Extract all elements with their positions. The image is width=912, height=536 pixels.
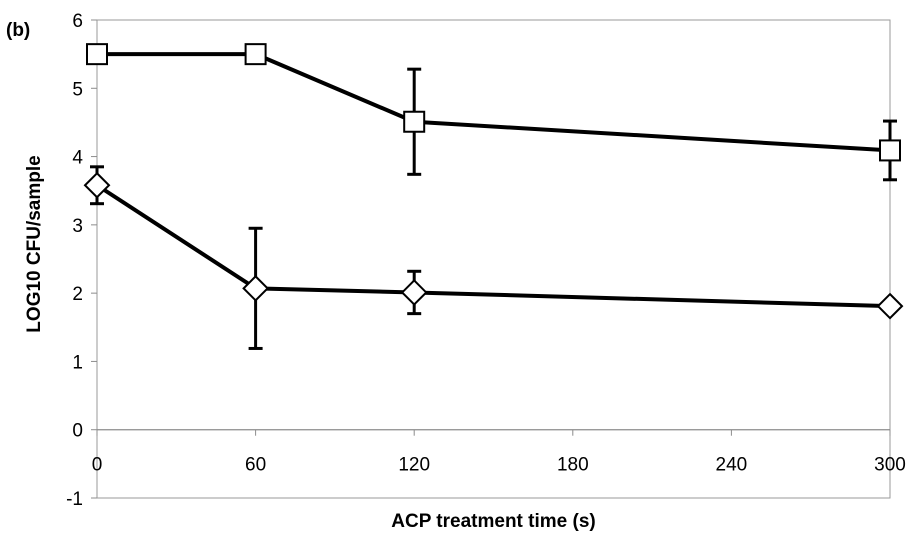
y-tick-label: -1 bbox=[66, 489, 83, 510]
data-point-diamond bbox=[242, 274, 270, 302]
panel-label: (b) bbox=[6, 20, 31, 41]
x-tick-label: 120 bbox=[398, 455, 430, 476]
x-tick-label: 180 bbox=[557, 455, 589, 476]
data-point-diamond bbox=[83, 171, 111, 199]
series-line bbox=[95, 183, 891, 309]
y-tick-label: 2 bbox=[72, 284, 83, 305]
x-tick-label: 240 bbox=[716, 455, 748, 476]
data-point-square bbox=[879, 139, 901, 162]
axis-labels: ACP treatment time (s) LOG10 CFU/sample bbox=[24, 155, 596, 532]
y-tick-label: 1 bbox=[72, 352, 83, 373]
data-point-square bbox=[244, 43, 267, 66]
plot-frame bbox=[96, 19, 891, 499]
data-point-diamond bbox=[400, 279, 428, 306]
y-tick-label: 3 bbox=[72, 216, 83, 237]
series-diamond bbox=[83, 165, 904, 350]
x-tick-label: 300 bbox=[874, 455, 906, 476]
data-point-square bbox=[403, 110, 426, 133]
series-group bbox=[83, 43, 904, 350]
y-tick-label: 4 bbox=[72, 148, 83, 169]
x-tick-label: 0 bbox=[92, 455, 103, 476]
y-tick-label: 5 bbox=[72, 79, 83, 100]
x-tick-label: 60 bbox=[245, 455, 266, 476]
x-axis-title: ACP treatment time (s) bbox=[391, 511, 595, 532]
series-square bbox=[86, 43, 901, 182]
series-line bbox=[97, 52, 891, 153]
data-point-square bbox=[86, 43, 108, 66]
y-axis-title: LOG10 CFU/sample bbox=[24, 155, 45, 332]
y-tick-label: 0 bbox=[72, 421, 83, 442]
data-point-diamond bbox=[876, 292, 904, 320]
y-tick-label: 6 bbox=[72, 11, 83, 32]
